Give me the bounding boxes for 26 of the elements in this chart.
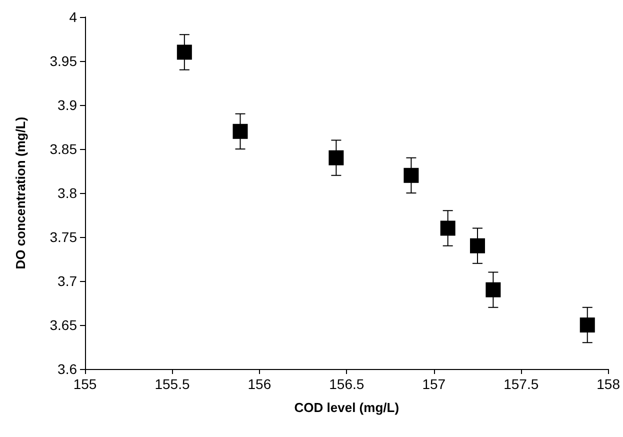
- y-tick-label: 3.9: [58, 97, 78, 113]
- x-tick-label: 157.5: [504, 376, 539, 392]
- y-tick-label: 3.65: [50, 317, 78, 333]
- y-tick-label: 3.6: [58, 361, 78, 377]
- y-tick-label: 3.8: [58, 185, 78, 201]
- point: [404, 168, 419, 183]
- y-tick-label: 3.75: [50, 229, 78, 245]
- point: [440, 220, 456, 236]
- x-tick-label: 157: [422, 376, 446, 392]
- point: [328, 150, 344, 166]
- point: [176, 44, 192, 60]
- x-tick-label: 155: [73, 376, 97, 392]
- y-tick-label: 3.7: [58, 273, 78, 289]
- point: [580, 318, 595, 332]
- y-tick-label: 4: [69, 9, 78, 25]
- x-tick-label: 155.5: [154, 376, 190, 392]
- point: [232, 124, 248, 139]
- y-tick-label: 3.85: [50, 141, 78, 157]
- y-tick-label: 3.95: [50, 53, 78, 69]
- x-tick-label: 156.5: [329, 376, 364, 392]
- y-axis-title: DO concentration (mg/L): [13, 116, 28, 270]
- x-tick-label: 156: [248, 376, 272, 392]
- point: [486, 282, 501, 298]
- x-axis-title: COD level (mg/L): [294, 400, 400, 415]
- point: [470, 238, 485, 254]
- x-tick-label: 158: [596, 376, 620, 392]
